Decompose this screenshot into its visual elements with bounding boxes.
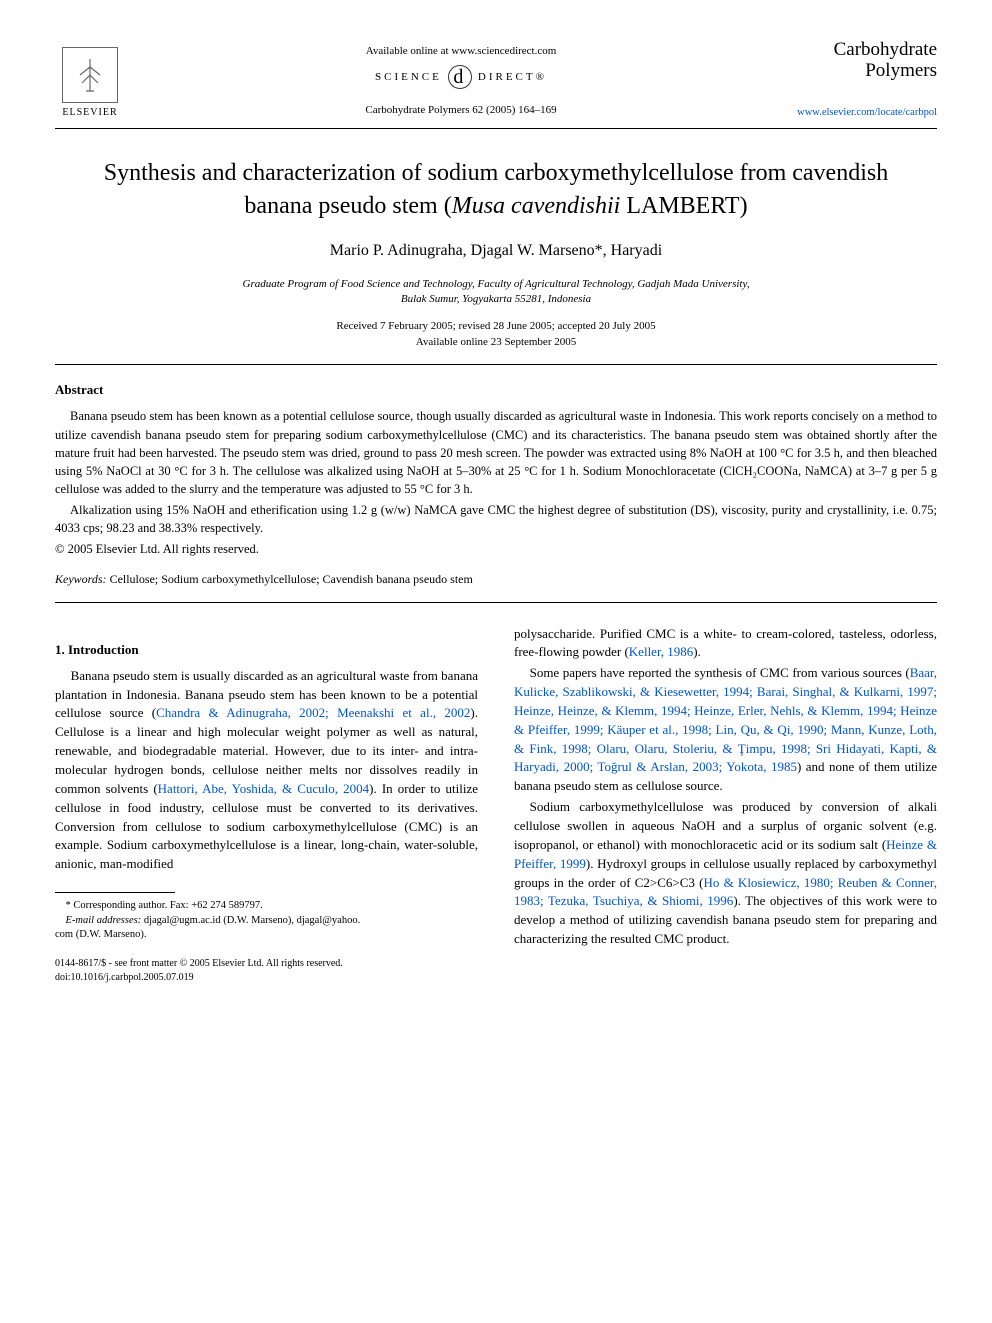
abstract-p1: Banana pseudo stem has been known as a p… <box>55 407 937 498</box>
intro-heading: 1. Introduction <box>55 641 478 659</box>
intro-col2-p1: polysaccharide. Purified CMC is a white-… <box>514 625 937 663</box>
ref-keller[interactable]: Keller, 1986 <box>629 644 693 659</box>
abstract-p2: Alkalization using 15% NaOH and etherifi… <box>55 501 937 537</box>
journal-url[interactable]: www.elsevier.com/locate/carbpol <box>797 106 937 121</box>
journal-name-line2: Polymers <box>797 61 937 82</box>
title-italic: Musa cavendishii <box>452 193 621 219</box>
footer-line2: doi:10.1016/j.carbpol.2005.07.019 <box>55 971 478 985</box>
article-header: ELSEVIER Available online at www.science… <box>55 40 937 120</box>
abstract-copyright: © 2005 Elsevier Ltd. All rights reserved… <box>55 541 937 559</box>
dates-line1: Received 7 February 2005; revised 28 Jun… <box>55 319 937 334</box>
title-rule <box>55 364 937 365</box>
abstract-rule <box>55 602 937 603</box>
email-line2: com (D.W. Marseno). <box>55 928 478 943</box>
journal-url-link[interactable]: www.elsevier.com/locate/carbpol <box>797 107 937 118</box>
authors: Mario P. Adinugraha, Djagal W. Marseno*,… <box>55 240 937 262</box>
article-title: Synthesis and characterization of sodium… <box>75 157 917 222</box>
available-online-text: Available online at www.sciencedirect.co… <box>125 44 797 59</box>
sd-left: SCIENCE <box>375 70 442 85</box>
affiliation-line1: Graduate Program of Food Science and Tec… <box>55 277 937 292</box>
email-label: E-mail addresses: <box>66 915 142 926</box>
sciencedirect-logo: SCIENCE d DIRECT® <box>125 65 797 89</box>
keywords-label: Keywords: <box>55 572 107 586</box>
header-center: Available online at www.sciencedirect.co… <box>125 40 797 119</box>
abstract-heading: Abstract <box>55 381 937 399</box>
affiliation: Graduate Program of Food Science and Tec… <box>55 277 937 308</box>
copyright-footer: 0144-8617/$ - see front matter © 2005 El… <box>55 957 478 985</box>
intro-col1-p1: Banana pseudo stem is usually discarded … <box>55 667 478 874</box>
sd-right: DIRECT® <box>478 70 547 85</box>
ref-chandra-meenakshi[interactable]: Chandra & Adinugraha, 2002; Meenakshi et… <box>156 705 470 720</box>
body-columns: 1. Introduction Banana pseudo stem is us… <box>55 625 937 986</box>
journal-logo: Carbohydrate Polymers <box>797 40 937 82</box>
abstract-block: Banana pseudo stem has been known as a p… <box>55 407 937 558</box>
header-rule <box>55 128 937 129</box>
publisher-name: ELSEVIER <box>62 106 117 120</box>
sd-at-icon: d <box>448 65 472 89</box>
keywords-text: Cellulose; Sodium carboxymethylcellulose… <box>107 572 473 586</box>
footnote-separator <box>55 892 175 893</box>
dates-line2: Available online 23 September 2005 <box>55 335 937 350</box>
col2-p2-a: Some papers have reported the synthesis … <box>530 665 910 680</box>
col2-p3-a: Sodium carboxymethylcellulose was produc… <box>514 799 937 852</box>
corresponding-author: * Corresponding author. Fax: +62 274 589… <box>55 899 478 914</box>
elsevier-tree-icon <box>62 47 118 103</box>
column-left: 1. Introduction Banana pseudo stem is us… <box>55 625 478 986</box>
journal-brand: Carbohydrate Polymers www.elsevier.com/l… <box>797 40 937 120</box>
email-line1: djagal@ugm.ac.id (D.W. Marseno), djagal@… <box>141 915 360 926</box>
col2-p1-b: ). <box>693 644 701 659</box>
intro-col2-p2: Some papers have reported the synthesis … <box>514 664 937 796</box>
column-right: polysaccharide. Purified CMC is a white-… <box>514 625 937 986</box>
title-part2: LAMBERT) <box>620 193 747 219</box>
footer-line1: 0144-8617/$ - see front matter © 2005 El… <box>55 957 478 971</box>
affiliation-line2: Bulak Sumur, Yogyakarta 55281, Indonesia <box>55 292 937 307</box>
publisher-logo: ELSEVIER <box>55 40 125 120</box>
ref-hattori[interactable]: Hattori, Abe, Yoshida, & Cuculo, 2004 <box>158 781 370 796</box>
keywords: Keywords: Cellulose; Sodium carboxymethy… <box>55 571 937 588</box>
email-footnote: E-mail addresses: djagal@ugm.ac.id (D.W.… <box>55 914 478 929</box>
intro-col2-p3: Sodium carboxymethylcellulose was produc… <box>514 798 937 949</box>
journal-reference: Carbohydrate Polymers 62 (2005) 164–169 <box>125 103 797 118</box>
article-dates: Received 7 February 2005; revised 28 Jun… <box>55 319 937 350</box>
col2-p1-a: polysaccharide. Purified CMC is a white-… <box>514 626 937 660</box>
journal-name-line1: Carbohydrate <box>797 40 937 61</box>
